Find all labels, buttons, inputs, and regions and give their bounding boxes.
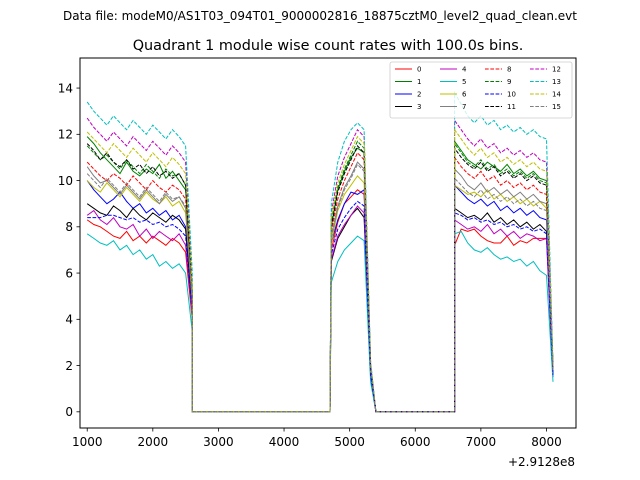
series-line-1 <box>86 136 554 413</box>
axis-ticks: 1000 2000 3000 4000 5000 6000 7000 8000 0 2 4 6 8 10 1… <box>58 81 562 449</box>
legend-label-13: 13 <box>552 78 561 86</box>
legend-label-2: 2 <box>417 91 421 99</box>
y-tick-label: 12 <box>58 128 73 142</box>
series-line-15 <box>86 163 554 413</box>
chart-title: Quadrant 1 module wise count rates with … <box>133 38 524 54</box>
x-tick-label: 8000 <box>531 435 562 449</box>
x-tick-label: 7000 <box>466 435 497 449</box>
legend-label-3: 3 <box>417 103 421 111</box>
y-tick-label: 14 <box>58 81 73 95</box>
x-tick-label: 6000 <box>400 435 431 449</box>
legend-label-6: 6 <box>462 91 467 99</box>
x-tick-label: 4000 <box>269 435 300 449</box>
x-tick-label: 1000 <box>72 435 103 449</box>
x-tick-label: 3000 <box>203 435 234 449</box>
legend-label-10: 10 <box>507 91 516 99</box>
legend-label-15: 15 <box>552 103 561 111</box>
plot-lines <box>86 90 554 413</box>
series-line-8 <box>86 151 554 413</box>
legend-label-0: 0 <box>417 66 421 74</box>
legend-label-7: 7 <box>462 103 466 111</box>
legend-label-5: 5 <box>462 78 466 86</box>
legend-label-4: 4 <box>462 66 467 74</box>
legend-label-11: 11 <box>507 103 516 111</box>
series-line-3 <box>86 203 554 413</box>
x-offset-label: +2.9128e8 <box>508 455 575 469</box>
series-line-9 <box>86 140 554 413</box>
x-tick-label: 2000 <box>138 435 169 449</box>
series-line-6 <box>86 175 554 413</box>
series-line-14 <box>86 128 554 413</box>
series-line-10 <box>87 200 554 413</box>
x-tick-label: 5000 <box>334 435 365 449</box>
axes-frame <box>79 57 577 429</box>
series-line-5 <box>86 230 554 413</box>
y-tick-label: 8 <box>65 220 73 234</box>
series-line-11 <box>86 143 554 413</box>
series-line-13 <box>86 90 554 413</box>
y-tick-label: 10 <box>58 174 73 188</box>
legend-label-14: 14 <box>552 91 561 99</box>
y-tick-label: 0 <box>65 405 73 419</box>
legend-label-1: 1 <box>417 78 421 86</box>
series-line-12 <box>86 117 554 413</box>
legend-label-12: 12 <box>552 66 561 74</box>
data-file-suptitle: Data file: modeM0/AS1T03_094T01_90000028… <box>63 9 577 23</box>
y-tick-label: 6 <box>65 266 73 280</box>
y-tick-label: 4 <box>65 313 73 327</box>
y-tick-label: 2 <box>65 359 73 373</box>
legend-box <box>389 61 573 119</box>
series-line-2 <box>86 180 554 413</box>
series-line-4 <box>86 205 554 413</box>
legend-label-9: 9 <box>507 78 511 86</box>
legend-label-8: 8 <box>507 66 511 74</box>
